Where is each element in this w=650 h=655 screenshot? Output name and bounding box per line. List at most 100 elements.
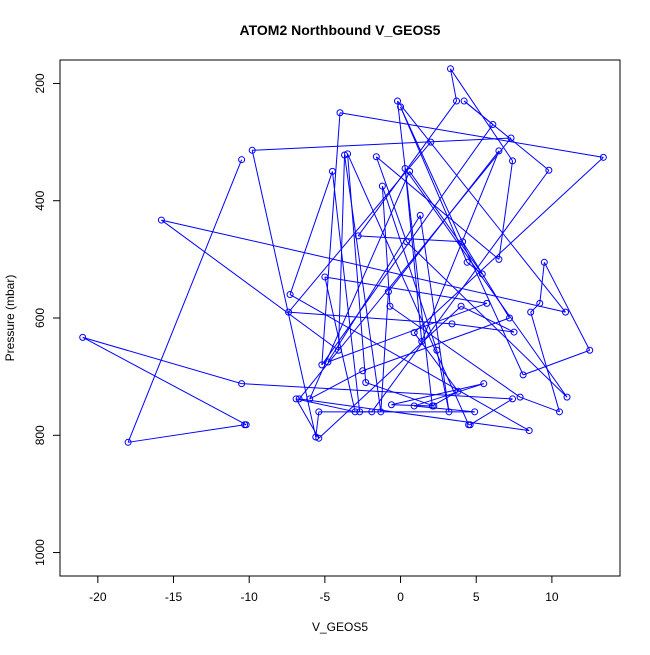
series-segment [309,370,363,400]
data-point-marker [124,438,132,446]
series-segment [327,302,487,363]
data-point-marker [397,103,405,111]
data-point-marker [354,232,362,240]
data-point-marker [315,434,323,442]
data-point-marker [545,166,553,174]
series-segment [450,68,513,162]
series-segment [331,171,361,412]
data-point-marker [480,380,488,388]
data-point-marker [454,387,462,395]
data-point-marker [336,109,344,117]
series-segment [241,383,513,400]
plot-frame [59,59,621,577]
data-point-marker [295,395,303,403]
series-segment [380,291,389,412]
data-point-marker [238,156,246,164]
series-segment [315,411,320,438]
data-point-marker [495,147,503,155]
series-segment [414,383,484,407]
data-point-marker [306,395,314,403]
series-segment [381,186,391,307]
x-tick-label: -15 [165,590,183,604]
series-segment [82,336,247,426]
series-segment [404,168,568,398]
series-segment [327,215,421,363]
series-segment [498,160,514,260]
series-segment [409,171,483,275]
data-point-marker [446,65,454,73]
series-segment [451,323,515,333]
data-point-marker [509,395,517,403]
y-tick-label: 600 [33,308,47,328]
series-segment [289,294,530,432]
series-segment [462,241,510,319]
data-point-marker [351,408,359,416]
data-point-marker [416,211,424,219]
data-point-marker [321,273,329,281]
data-point-marker [242,421,250,429]
data-point-marker [483,299,491,307]
axis-ticks: -20 -15 -10 -5 0 5 10 200 400 600 800 1000 [33,73,559,604]
data-point-marker [292,395,300,403]
data-point-marker [428,402,436,410]
series-segment [251,150,317,438]
data-point-marker [510,328,518,336]
series-segment [339,112,604,158]
data-point-marker [448,320,456,328]
series-segment [404,168,423,342]
data-point-marker [79,333,87,341]
series-segment [449,68,458,102]
series-segment [127,159,243,443]
data-point-marker [324,358,332,366]
series-segment [357,100,457,237]
data-point-marker [387,401,395,409]
data-point-marker [157,216,165,224]
series-segment [381,185,438,351]
series-segment [414,405,475,413]
series-segment [128,424,245,443]
series-segment [391,404,434,407]
series-segment [530,302,541,313]
x-tick-label: -20 [89,590,107,604]
series-segment [82,336,242,385]
data-point-marker [334,346,342,354]
data-point-marker [386,302,394,310]
series-segment [460,305,515,333]
data-point-marker [384,288,392,296]
y-tick-label: 800 [33,425,47,445]
series-segment [347,153,367,383]
series-segment [298,137,512,400]
data-point-marker [315,408,323,416]
data-point-marker [344,150,352,158]
data-point-marker [368,408,376,416]
series-segment [419,215,450,412]
series-segment [397,100,566,313]
y-tick-label: 400 [33,190,47,210]
data-point-marker [341,151,349,159]
data-point-marker [238,380,246,388]
series-segment [299,398,530,432]
series-segment [161,219,566,313]
series-segment [324,276,356,412]
data-point-marker [445,408,453,416]
data-point-marker [410,402,418,410]
data-point-marker [489,121,497,128]
series-segment [530,311,560,412]
data-point-marker [377,408,385,416]
series-segment [371,169,550,413]
series-segment [362,317,510,372]
data-point-marker [516,393,524,401]
x-tick-label: -5 [320,590,331,604]
data-point-marker [460,97,468,105]
x-axis-label: V_GEOS5 [312,620,368,634]
series-segment [539,262,545,304]
series-segment [318,305,462,439]
data-series [79,65,607,446]
x-tick-label: -10 [241,590,259,604]
data-point-marker [406,167,414,175]
series-segment [397,100,433,407]
series-segment [432,390,459,407]
data-point-marker [507,134,515,142]
